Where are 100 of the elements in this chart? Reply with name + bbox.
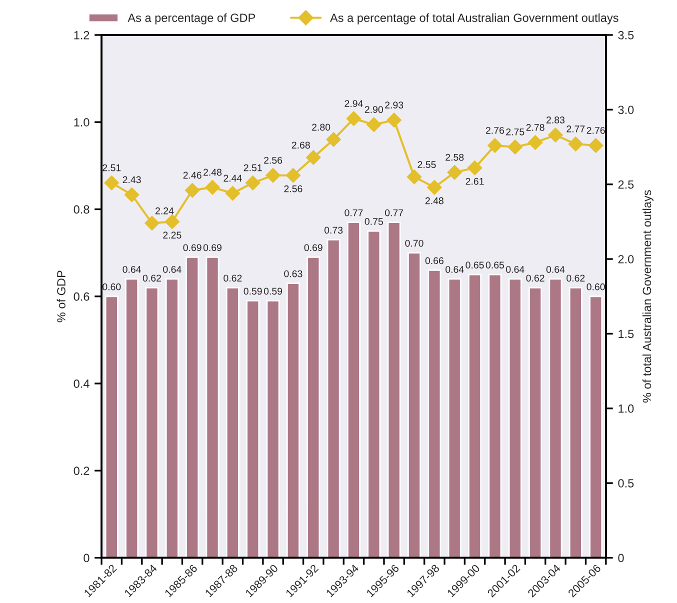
data-label: 0.62 <box>566 274 585 282</box>
data-label: 2.48 <box>425 197 444 204</box>
point <box>406 169 422 184</box>
data-label: 0.69 <box>304 244 322 252</box>
y-tick-label: 0.2 <box>74 466 90 476</box>
data-label: 0.64 <box>122 266 141 273</box>
data-label: 0.62 <box>224 274 242 282</box>
point <box>366 117 382 132</box>
data-label: 0.59 <box>264 288 282 295</box>
y2-tick-label: 2.0 <box>618 255 634 264</box>
point <box>124 187 140 202</box>
point <box>447 165 462 180</box>
data-label: 0.64 <box>506 266 524 273</box>
y-tick-label: 0.6 <box>74 292 90 301</box>
y2-tick-label: 1.5 <box>618 330 634 338</box>
data-label: 2.55 <box>418 161 436 168</box>
y2-tick-label: 0 <box>618 554 624 562</box>
point <box>427 180 442 195</box>
data-label: 0.62 <box>526 274 544 282</box>
data-label: 2.56 <box>264 156 282 164</box>
data-label: 2.80 <box>312 124 330 131</box>
bar <box>226 286 240 558</box>
data-label: 2.93 <box>385 102 404 108</box>
point <box>508 140 523 154</box>
point <box>386 112 402 128</box>
data-label: 2.51 <box>244 164 262 172</box>
bar <box>186 256 200 558</box>
point <box>548 128 563 142</box>
bar <box>589 296 603 558</box>
data-label: 2.78 <box>526 124 544 131</box>
legend-label: As a percentage of total Australian Government outlays <box>330 13 618 24</box>
bar <box>104 296 118 558</box>
point <box>164 214 180 230</box>
y-tick-label: 0.8 <box>74 205 90 214</box>
point <box>205 180 220 195</box>
data-label: 0.69 <box>183 244 202 252</box>
bar <box>448 278 462 558</box>
data-label: 2.25 <box>163 232 182 239</box>
data-label: 2.76 <box>586 126 605 134</box>
data-label: 2.48 <box>204 168 222 176</box>
data-label: 2.90 <box>364 106 383 113</box>
bar <box>306 256 320 558</box>
data-label: 0.65 <box>486 262 504 269</box>
y2-axis-title: % of total Australian Government outlays <box>642 190 654 403</box>
data-label: 2.75 <box>506 128 524 136</box>
point <box>144 216 160 231</box>
legend-label: As a percentage of GDP <box>128 13 256 24</box>
data-label: 0.77 <box>344 209 363 216</box>
point <box>467 160 482 176</box>
bar <box>346 222 360 558</box>
data-label: 0.63 <box>284 270 302 278</box>
data-label: 0.77 <box>385 209 404 216</box>
data-label: 2.58 <box>446 154 464 161</box>
data-label: 2.51 <box>102 164 121 172</box>
point <box>306 150 321 165</box>
data-label: 0.73 <box>324 226 343 234</box>
data-label: 0.70 <box>405 240 424 247</box>
data-label: 0.69 <box>203 244 222 252</box>
bar <box>125 278 139 558</box>
point <box>104 175 120 190</box>
bar <box>387 222 401 558</box>
data-label: 0.59 <box>244 288 262 295</box>
data-label: 0.65 <box>466 262 484 269</box>
data-label: 0.64 <box>546 266 565 273</box>
point <box>326 132 341 147</box>
bar <box>508 278 522 558</box>
bar <box>367 230 381 558</box>
bar <box>246 300 260 558</box>
bar <box>528 286 542 558</box>
bar <box>468 274 482 558</box>
bar <box>428 270 442 558</box>
data-label: 2.94 <box>344 100 363 107</box>
bar <box>206 256 220 558</box>
data-label: 2.77 <box>566 125 585 132</box>
bar <box>145 286 159 558</box>
point <box>184 182 200 198</box>
data-label: 2.83 <box>546 116 565 124</box>
y-tick-label: 0.4 <box>74 380 90 388</box>
data-label: 2.76 <box>486 126 504 134</box>
data-label: 2.44 <box>224 174 242 182</box>
y-axis-title: % of GDP <box>56 270 66 322</box>
bar <box>548 278 562 558</box>
point <box>568 136 584 152</box>
point <box>588 138 604 153</box>
y-tick-label: 0 <box>84 554 90 562</box>
bar <box>488 274 502 558</box>
point <box>286 168 301 183</box>
data-label: 2.43 <box>122 176 141 184</box>
data-label: 0.62 <box>142 274 161 282</box>
data-label: 2.46 <box>183 172 202 179</box>
data-label: 2.68 <box>292 142 310 149</box>
data-label: 0.64 <box>446 266 464 273</box>
y2-tick-label: 1.0 <box>618 404 634 413</box>
data-label: 0.64 <box>163 266 182 273</box>
point <box>528 135 543 150</box>
data-label: 0.60 <box>586 283 605 290</box>
data-label: 2.56 <box>284 185 302 192</box>
bar <box>326 239 340 558</box>
y2-tick-label: 3.5 <box>618 31 634 40</box>
point <box>225 186 240 201</box>
